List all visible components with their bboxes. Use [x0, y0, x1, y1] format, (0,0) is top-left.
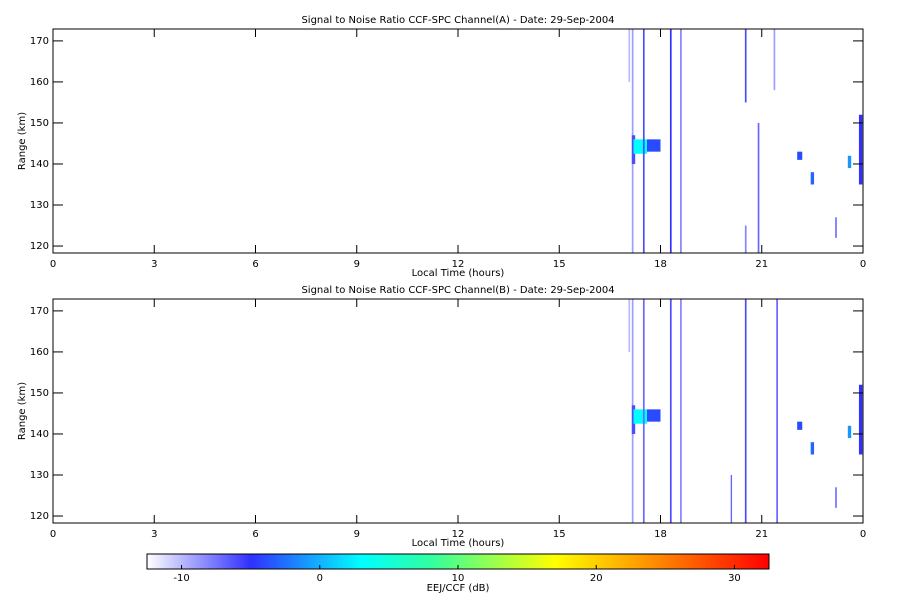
heat-cell	[680, 29, 682, 253]
heat-cell	[647, 139, 661, 152]
x-tick-label: 15	[553, 529, 566, 540]
y-tick-label: 160	[30, 77, 49, 88]
heat-cell	[642, 299, 645, 523]
heat-cell	[835, 217, 837, 238]
x-tick-label: 12	[452, 529, 465, 540]
heat-cell	[628, 299, 631, 352]
y-tick-label: 170	[30, 306, 49, 317]
x-tick-label: 0	[50, 259, 56, 270]
x-tick-label: 18	[654, 259, 667, 270]
y-tick-label: 150	[30, 118, 49, 129]
heat-cell	[797, 421, 803, 430]
heat-cell	[847, 425, 852, 439]
x-tick-label: 6	[252, 529, 258, 540]
heat-cell	[669, 29, 672, 253]
heat-cell	[810, 442, 815, 455]
x-axis-label: Local Time (hours)	[412, 268, 505, 279]
heat-cell	[810, 172, 815, 185]
x-axis-label: Local Time (hours)	[412, 538, 505, 549]
x-tick-label: 6	[252, 259, 258, 270]
colorbar-tick-label: 10	[452, 573, 465, 584]
colorbar-tick-label: 0	[317, 573, 323, 584]
x-tick-label: 21	[755, 259, 768, 270]
panel-title: Signal to Noise Ratio CCF-SPC Channel(A)…	[301, 15, 614, 26]
x-tick-label: 9	[354, 259, 360, 270]
y-tick-label: 140	[30, 429, 49, 440]
x-tick-label: 18	[654, 529, 667, 540]
x-tick-label: 21	[755, 529, 768, 540]
heat-cell	[776, 299, 778, 523]
x-tick-label: 9	[354, 529, 360, 540]
heat-cell	[744, 225, 747, 253]
x-tick-label: 15	[553, 259, 566, 270]
x-tick-label: 3	[151, 259, 157, 270]
heat-cell	[835, 487, 837, 508]
y-axis-label: Range (km)	[17, 112, 28, 170]
heat-cell	[669, 299, 672, 523]
heat-cell	[773, 29, 776, 91]
heat-cell	[797, 151, 803, 160]
heat-cell	[633, 139, 647, 154]
y-tick-label: 160	[30, 347, 49, 358]
y-tick-label: 150	[30, 388, 49, 399]
heat-cell	[858, 114, 863, 185]
plot-frame	[52, 298, 864, 524]
heat-cell	[757, 122, 760, 253]
y-tick-label: 120	[30, 241, 49, 252]
x-tick-label: 0	[860, 529, 866, 540]
x-tick-label: 0	[860, 259, 866, 270]
heat-cell	[680, 299, 682, 523]
colorbar-tick-label: 30	[728, 573, 741, 584]
y-tick-label: 170	[30, 36, 49, 47]
heat-cell	[647, 409, 661, 422]
y-tick-label: 120	[30, 511, 49, 522]
plot-frame	[52, 28, 864, 254]
x-tick-label: 3	[151, 529, 157, 540]
y-tick-label: 130	[30, 470, 49, 481]
heat-cell	[730, 475, 733, 523]
heat-cell	[628, 29, 631, 82]
y-axis-label: Range (km)	[17, 382, 28, 440]
heat-cell	[642, 29, 645, 253]
colorbar-tick-label: 20	[590, 573, 603, 584]
heat-cell	[744, 29, 747, 103]
y-tick-label: 140	[30, 159, 49, 170]
heat-cell	[847, 155, 852, 169]
x-tick-label: 12	[452, 259, 465, 270]
panel-title: Signal to Noise Ratio CCF-SPC Channel(B)…	[301, 285, 614, 296]
colorbar-label: EEJ/CCF (dB)	[427, 583, 490, 594]
heat-cell	[858, 384, 863, 455]
x-tick-label: 0	[50, 529, 56, 540]
heat-cell	[633, 409, 647, 424]
y-tick-label: 130	[30, 200, 49, 211]
colorbar-tick-label: -10	[173, 573, 189, 584]
heat-cell	[744, 299, 747, 523]
